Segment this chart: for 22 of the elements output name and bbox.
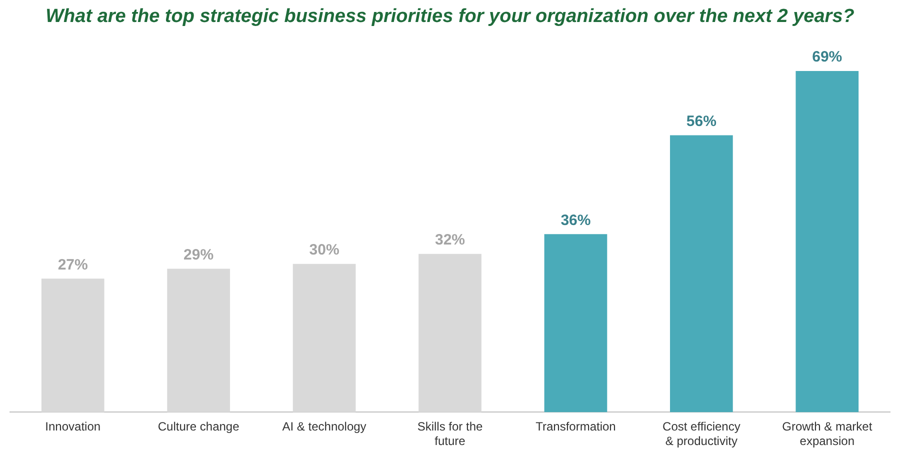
x-tick-label: Skills for the future — [417, 420, 483, 448]
data-label: 29% — [184, 246, 214, 264]
x-tick-label: Cost efficiency & productivity — [662, 420, 740, 448]
x-tick-label: Culture change — [158, 420, 240, 434]
bar — [670, 135, 733, 412]
bar — [167, 268, 230, 412]
x-tick-label: AI & technology — [282, 420, 366, 434]
x-tick-label: Growth & market expansion — [782, 420, 873, 448]
chart-title: What are the top strategic business priorities for your organization over the next 2 years? — [44, 5, 856, 29]
data-label: 30% — [309, 241, 340, 258]
bar — [796, 70, 859, 412]
bar — [292, 264, 356, 412]
data-label: 36% — [560, 212, 591, 229]
x-tick-label: Transformation — [536, 420, 616, 434]
data-label: 27% — [58, 256, 88, 274]
data-label: 32% — [434, 232, 466, 249]
bar — [544, 234, 608, 412]
bar — [41, 278, 104, 412]
bar — [418, 254, 482, 412]
data-label: 69% — [812, 48, 842, 66]
data-label: 56% — [686, 112, 716, 130]
x-tick-label: Innovation — [45, 420, 101, 434]
